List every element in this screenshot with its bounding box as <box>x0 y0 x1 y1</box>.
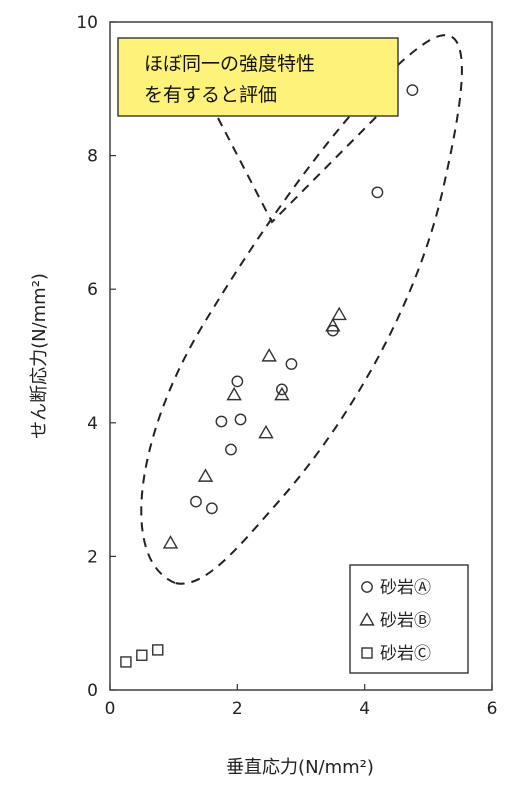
callout-pointer <box>217 107 386 224</box>
annotation-line-1: ほぼ同一の強度特性 <box>144 53 315 75</box>
y-tick-label: 6 <box>87 280 98 300</box>
triangle-point <box>261 348 277 362</box>
triangle-point <box>258 424 274 439</box>
circle-point <box>234 413 247 426</box>
legend-label: 砂岩Ⓒ <box>380 644 431 664</box>
grouping-ellipse <box>140 34 463 585</box>
x-tick-label: 4 <box>359 699 370 719</box>
circle-point <box>285 358 298 370</box>
circle-point <box>205 502 218 515</box>
circle-point <box>371 186 384 199</box>
circle-point <box>225 443 237 456</box>
x-tick-label: 0 <box>105 699 116 719</box>
circle-point <box>275 383 288 396</box>
triangle-point <box>331 306 347 321</box>
circle-point <box>231 375 244 388</box>
legend-label: 砂岩Ⓐ <box>380 578 431 598</box>
legend-square-icon <box>361 647 373 659</box>
legend: 砂岩Ⓐ 砂岩Ⓑ 砂岩Ⓒ <box>349 564 469 674</box>
y-tick-label: 10 <box>76 13 98 33</box>
square-point <box>152 644 164 656</box>
triangle-point <box>197 468 214 482</box>
square-point <box>136 649 148 661</box>
y-axis: 0 2 4 6 8 10 <box>76 13 116 701</box>
annotation-line-2: を有すると評価 <box>144 84 277 106</box>
triangle-point <box>226 386 242 401</box>
triangle-point <box>162 535 179 549</box>
legend-label: 砂岩Ⓑ <box>380 611 431 631</box>
circle-point <box>406 84 419 97</box>
y-axis-title: せん断応力(N/mm²) <box>29 273 50 439</box>
legend-circle-icon <box>361 581 373 593</box>
y-tick-label: 4 <box>87 414 98 434</box>
triangle-point <box>274 386 290 401</box>
data-markers <box>120 84 419 668</box>
circle-point <box>190 495 202 508</box>
y-tick-label: 2 <box>87 547 98 567</box>
x-axis-title: 垂直応力(N/mm²) <box>226 757 374 778</box>
y-tick-label: 8 <box>87 147 98 167</box>
x-axis: 0 2 4 6 <box>105 684 498 719</box>
x-tick-label: 2 <box>232 699 243 719</box>
legend-triangle-icon <box>359 612 375 626</box>
annotation-box: ほぼ同一の強度特性 を有すると評価 <box>117 37 399 117</box>
x-tick-label: 6 <box>487 699 498 719</box>
y-tick-label: 0 <box>87 681 98 701</box>
circle-point <box>215 415 228 428</box>
triangle-point <box>325 318 341 332</box>
square-point <box>120 656 132 668</box>
